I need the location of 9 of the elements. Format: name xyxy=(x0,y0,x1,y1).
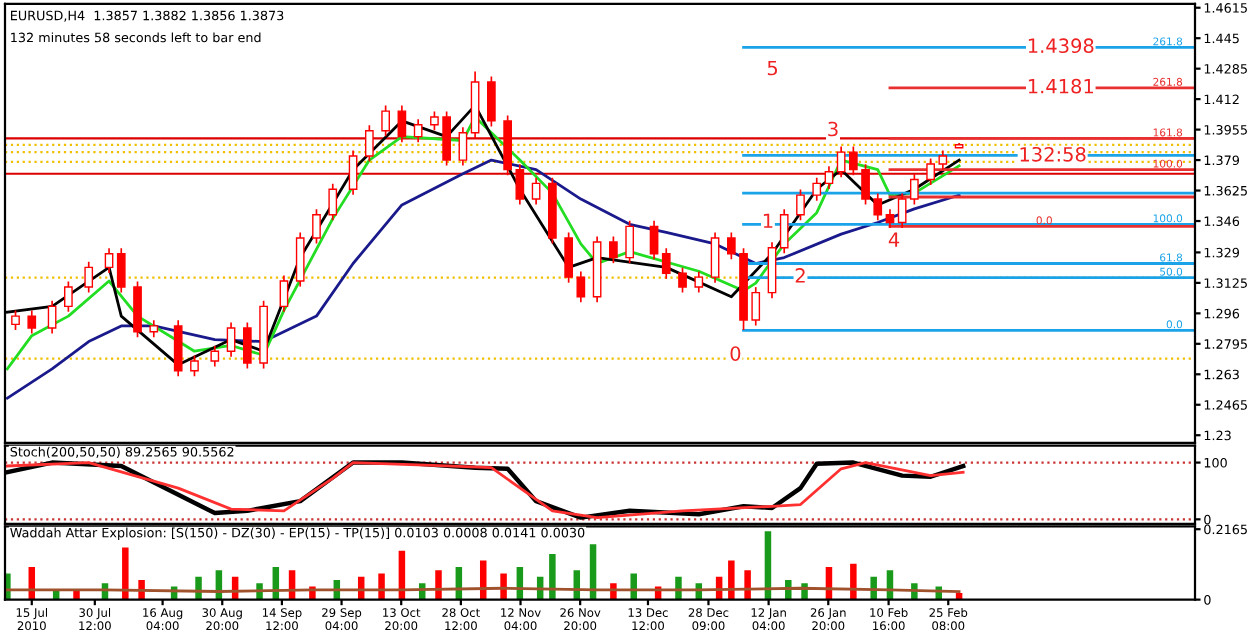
annotation: 1 xyxy=(763,213,773,228)
annotation: 1.4398 xyxy=(1028,38,1094,54)
annotation: 1.4181 xyxy=(1028,78,1093,94)
annotation: 3 xyxy=(828,121,838,137)
annotation: 2 xyxy=(795,268,805,283)
annotation: 132:58 xyxy=(1020,146,1086,162)
annotation: 0 xyxy=(730,346,741,361)
annotation: 5 xyxy=(767,60,778,76)
annotation: 4 xyxy=(888,232,900,247)
